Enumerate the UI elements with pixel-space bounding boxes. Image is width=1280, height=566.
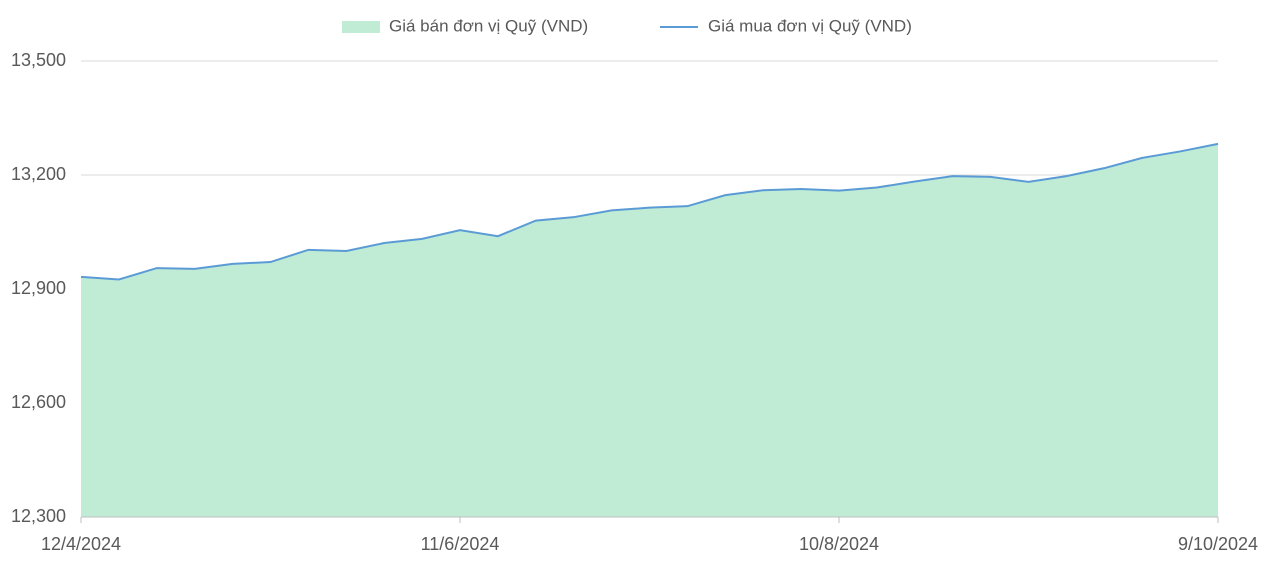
y-tick-label: 12,900: [11, 278, 66, 298]
legend-swatch-area: [342, 21, 380, 33]
legend-label: Giá mua đơn vị Quỹ (VND): [708, 16, 912, 35]
x-tick-label: 9/10/2024: [1178, 534, 1258, 554]
y-tick-label: 12,600: [11, 392, 66, 412]
y-tick-label: 13,200: [11, 164, 66, 184]
x-tick-label: 12/4/2024: [41, 534, 121, 554]
legend: Giá bán đơn vị Quỹ (VND) Giá mua đơn vị …: [342, 16, 912, 35]
x-tick-label: 11/6/2024: [421, 534, 500, 554]
line: [80, 142, 1219, 281]
x-tick-label: 10/8/2024: [799, 534, 879, 554]
legend-label: Giá bán đơn vị Quỹ (VND): [389, 16, 588, 35]
y-tick-label: 13,500: [11, 50, 66, 70]
y-tick-label: 12,300: [11, 506, 66, 526]
area: [81, 143, 1218, 517]
